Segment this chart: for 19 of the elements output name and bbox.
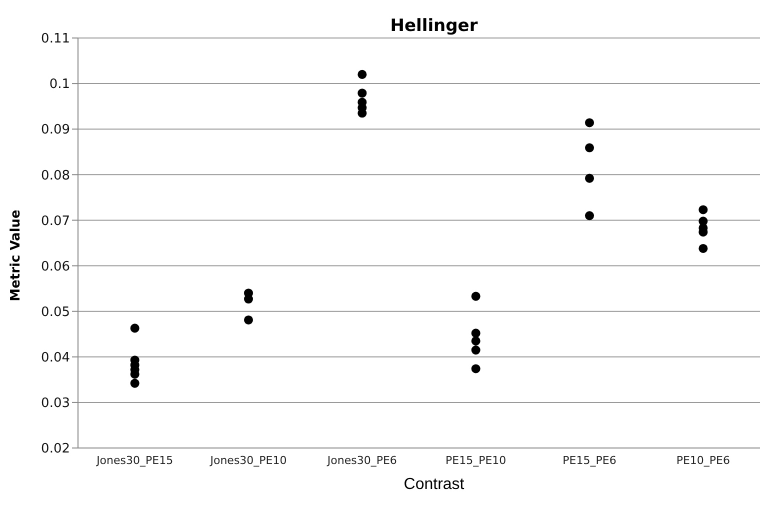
x-tick-label: Jones30_PE10 [209,454,287,467]
y-tick-label: 0.06 [41,259,70,274]
y-tick-label: 0.09 [41,122,70,138]
y-tick-label: 0.03 [41,396,70,412]
x-tick-label: Jones30_PE15 [96,454,174,467]
y-tick-label: 0.08 [41,168,70,184]
x-tick-label: PE15_PE10 [445,454,506,467]
x-tick-label: PE10_PE6 [676,454,730,467]
y-tick-label: 0.05 [41,304,70,320]
chart-title: Hellinger [389,16,479,36]
y-tick-label: 0.07 [41,214,70,229]
y-axis-title: Metric Value [8,208,24,304]
y-tick-label: 0.11 [41,32,70,47]
y-tick-label: 0.04 [41,350,70,366]
x-tick-label: Jones30_PE6 [326,454,397,467]
x-axis-title: Contrast [402,476,466,494]
y-tick-label: 0.02 [41,442,70,457]
y-tick-label: 0.1 [49,77,70,92]
x-tick-label: PE15_PE6 [562,454,616,467]
